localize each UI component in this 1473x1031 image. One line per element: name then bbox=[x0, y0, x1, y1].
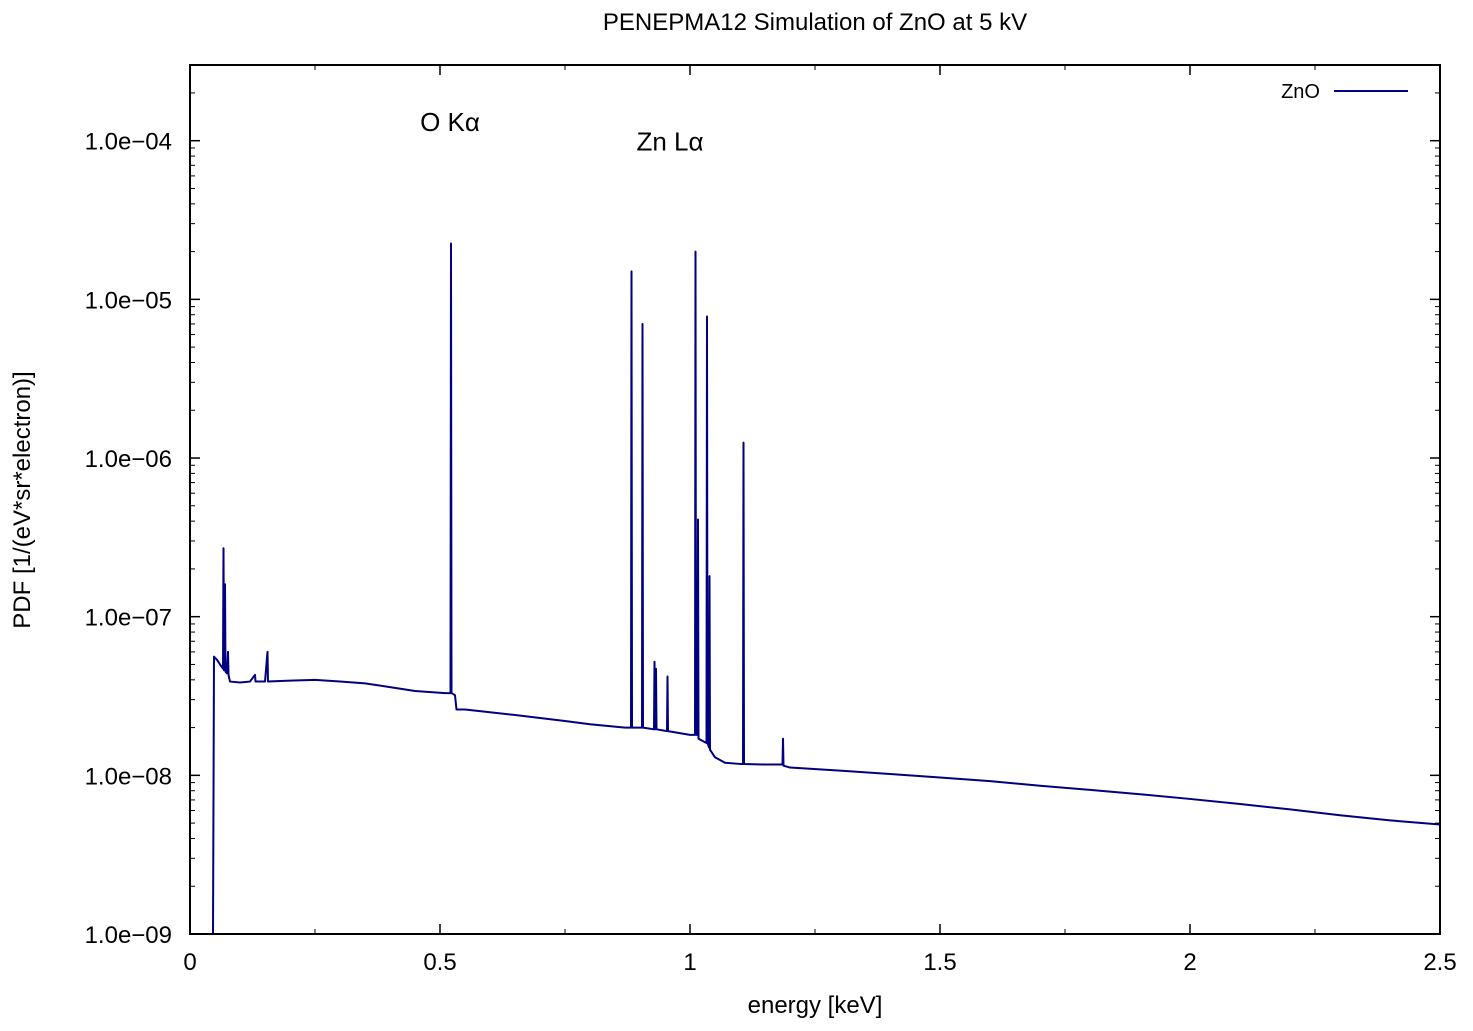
y-tick-label: 1.0e−05 bbox=[85, 287, 172, 314]
y-tick-label: 1.0e−09 bbox=[85, 922, 172, 949]
axis-ticks bbox=[189, 65, 1441, 935]
x-tick-label: 2.5 bbox=[1423, 949, 1456, 976]
axis-tick-labels: 0 0.5 1 1.5 2 2.5 1.0e−09 1.0e−08 1.0e−07 1.0e−06… bbox=[85, 129, 1457, 976]
plot-frame bbox=[189, 64, 1441, 935]
series-line-zno bbox=[212, 242, 1441, 935]
legend-label-zno: ZnO bbox=[1281, 81, 1320, 103]
y-axis-label: PDF [1/(eV*sr*electron)] bbox=[9, 371, 36, 628]
series-group bbox=[212, 242, 1441, 935]
annotations: O Kα Zn Lα bbox=[420, 107, 703, 156]
legend: ZnO bbox=[1281, 81, 1408, 103]
x-axis-label: energy [keV] bbox=[748, 992, 883, 1019]
x-tick-label: 2 bbox=[1183, 949, 1196, 976]
x-tick-label: 1.5 bbox=[923, 949, 956, 976]
y-tick-label: 1.0e−04 bbox=[85, 129, 172, 156]
y-tick-label: 1.0e−06 bbox=[85, 446, 172, 473]
y-tick-label: 1.0e−08 bbox=[85, 763, 172, 790]
peak-annotation: Zn Lα bbox=[636, 126, 703, 156]
x-tick-label: 0 bbox=[183, 949, 196, 976]
x-tick-label: 1 bbox=[683, 949, 696, 976]
chart-title: PENEPMA12 Simulation of ZnO at 5 kV bbox=[603, 9, 1027, 36]
x-tick-label: 0.5 bbox=[423, 949, 456, 976]
peak-annotation: O Kα bbox=[420, 107, 480, 137]
y-tick-label: 1.0e−07 bbox=[85, 605, 172, 632]
